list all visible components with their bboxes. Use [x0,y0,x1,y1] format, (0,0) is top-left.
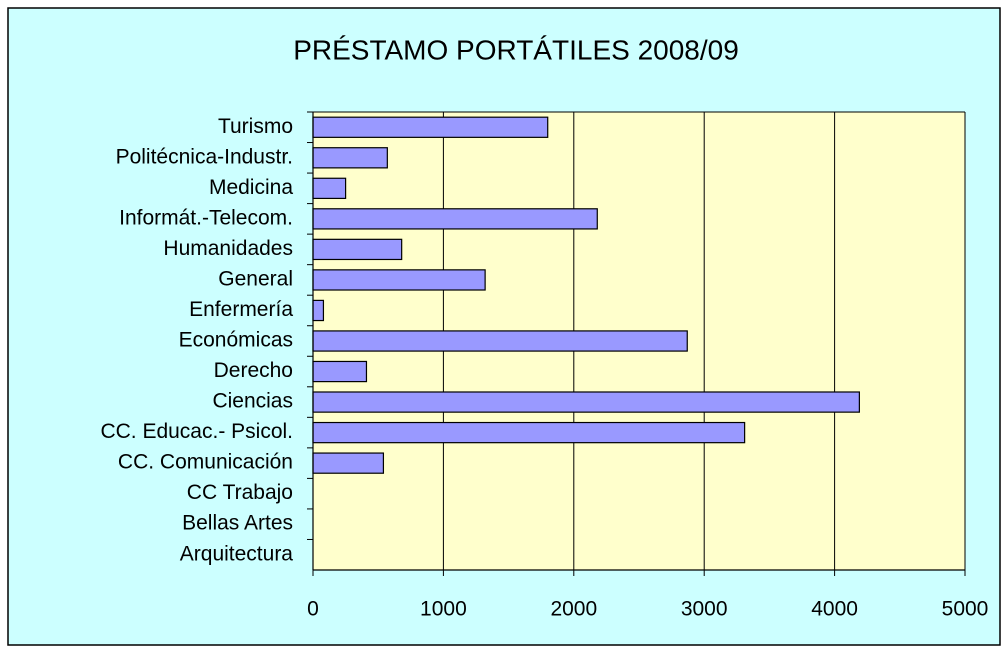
y-tick-label: Turismo [218,115,293,138]
y-tick-label: Ciencias [212,390,293,413]
y-tick-label: CC. Comunicación [118,451,293,474]
bar [312,330,688,352]
bar [312,299,325,322]
bar [312,177,347,200]
y-tick-label: Informát.-Telecom. [119,206,293,229]
y-tick-label: Económicas [179,329,293,352]
x-tick-label: 0 [307,598,319,621]
x-tick-label: 5000 [942,598,989,621]
bar [312,147,388,169]
bar [312,269,486,291]
y-tick-label: General [218,267,293,290]
bar [312,116,549,138]
y-tick-label: Politécnica-Industr. [116,145,293,168]
bar [312,238,403,261]
x-tick-label: 4000 [811,598,858,621]
y-tick-label: Enfermería [189,298,293,321]
bar [312,360,368,383]
bar [312,208,598,230]
chart-title: PRÉSTAMO PORTÁTILES 2008/09 [293,34,739,65]
bar [312,421,746,444]
y-tick-label: CC. Educac.- Psicol. [100,420,293,443]
bar [312,452,385,474]
x-tick-label: 2000 [550,598,597,621]
x-tick-label: 1000 [420,598,467,621]
x-tick-label: 3000 [681,598,728,621]
y-tick-label: Humanidades [163,237,293,260]
y-tick-label: Bellas Artes [182,512,293,535]
y-tick-label: CC Trabajo [187,481,293,504]
y-tick-label: Derecho [214,359,293,382]
y-tick-label: Arquitectura [180,542,294,565]
y-tick-label: Medicina [209,176,293,199]
bar [312,391,860,413]
